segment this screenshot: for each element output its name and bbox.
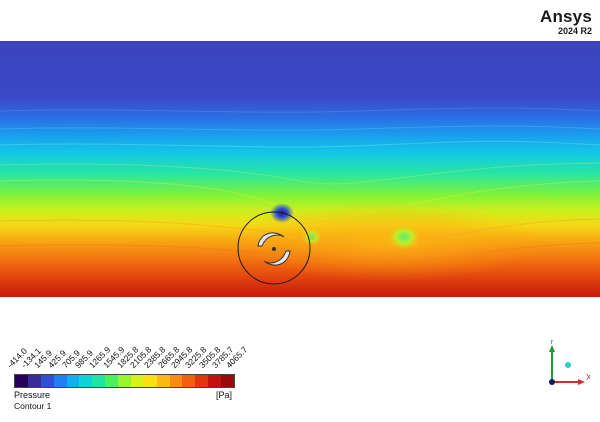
legend-unit: [Pa] [216,390,233,400]
legend-contour-name: Contour 1 [14,401,52,411]
legend-swatch [169,375,183,387]
legend-swatch [105,375,118,387]
x-axis-label: X [586,373,590,382]
legend-swatch [156,375,170,387]
legend-swatch [79,375,93,387]
legend-swatch [182,375,196,387]
y-axis-arrowhead [549,345,555,352]
color-legend[interactable]: -414.0 -134.1 145.9 425.9 705.9 985.9 1265.9 15… [5,300,249,412]
rotor-geometry [237,211,311,285]
z-axis-dot [549,379,555,385]
legend-swatch [27,375,41,387]
axis-triad[interactable]: Y X [540,340,590,390]
legend-swatch [118,375,131,387]
legend-swatch [221,375,234,387]
logo-version: 2024 R2 [557,26,592,36]
legend-swatch [195,375,209,387]
legend-variable: Pressure [14,390,51,400]
legend-swatch [15,375,28,387]
legend-swatch [92,375,106,387]
ansys-logo: Ansys 2024 R2 [539,7,592,37]
pressure-contour-plot[interactable] [0,41,600,297]
legend-swatch [66,375,80,387]
legend-swatch [53,375,67,387]
logo-brand: Ansys [539,7,592,26]
legend-swatch [130,375,144,387]
legend-swatch [208,375,221,387]
legend-swatch [143,375,157,387]
y-axis-label: Y [549,340,555,346]
legend-swatch [40,375,54,387]
x-axis-arrowhead [578,379,585,385]
legend-color-bar [14,374,235,388]
view-center-icon [565,362,571,368]
vortex-green-1 [388,224,420,250]
